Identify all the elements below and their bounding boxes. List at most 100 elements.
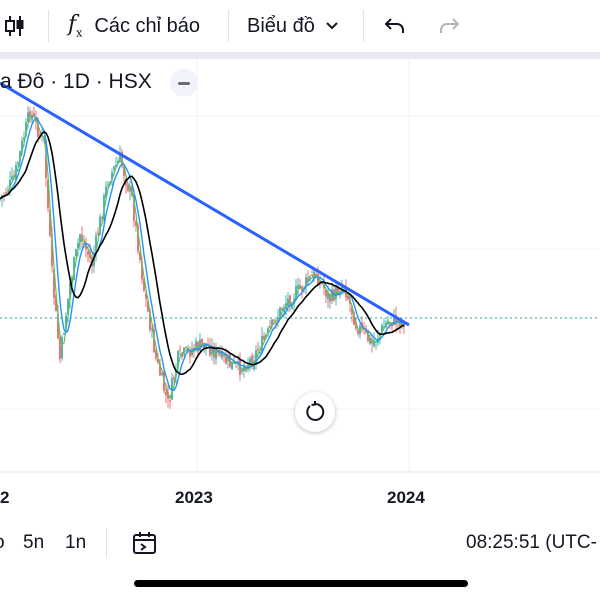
chevron-down-icon	[326, 22, 338, 30]
candle-body	[101, 216, 103, 219]
candle-body	[135, 221, 137, 226]
candle-body	[263, 335, 265, 340]
legend-collapse-button[interactable]	[170, 69, 198, 97]
redo-button[interactable]	[436, 0, 462, 52]
candle-body	[29, 111, 31, 119]
candle-body	[65, 315, 67, 332]
toolbar-separator	[0, 52, 600, 59]
candle-body	[229, 353, 231, 367]
candle-body	[57, 313, 59, 339]
candle-body	[381, 325, 383, 332]
candle-body	[119, 153, 121, 163]
symbol-legend[interactable]: a Đô · 1D · HSX	[0, 70, 152, 94]
candle-body	[83, 243, 85, 245]
candle-body	[143, 278, 145, 291]
candle-body	[133, 196, 135, 221]
candle-body	[351, 306, 353, 315]
candle-body	[231, 361, 233, 370]
candle-body	[5, 192, 7, 194]
range-1-year-button[interactable]: 1n	[65, 532, 87, 553]
candle-body	[283, 307, 285, 313]
candle-body	[353, 312, 355, 325]
candle-body	[193, 348, 195, 351]
candle-body	[205, 343, 207, 349]
candle-body	[329, 294, 331, 302]
candles-chart-style-icon[interactable]	[4, 0, 26, 52]
candle-body	[51, 233, 53, 267]
chart-type-button[interactable]: Biểu đồ	[247, 0, 339, 52]
candle-body	[239, 360, 241, 375]
candle-body	[187, 348, 189, 350]
candle-body	[327, 291, 329, 300]
candle-body	[153, 329, 155, 353]
candle-body	[137, 226, 139, 252]
time-axis-label: 2024	[387, 488, 425, 507]
candle-body	[49, 210, 51, 236]
candle-body	[355, 322, 357, 329]
candle-body	[129, 186, 131, 192]
candle-body	[259, 351, 261, 353]
candle-body	[95, 235, 97, 253]
candle-body	[271, 319, 273, 326]
candle-body	[171, 378, 173, 400]
candle-body	[99, 216, 101, 235]
redo-icon	[440, 18, 460, 33]
indicators-label: Các chỉ báo	[94, 14, 200, 37]
candle-body	[61, 337, 63, 359]
candle-body	[395, 315, 397, 325]
moving-average-blue	[0, 116, 405, 392]
candle-body	[55, 295, 57, 312]
candle-body	[151, 328, 153, 330]
candle-body	[367, 330, 369, 341]
candle-body	[195, 341, 197, 351]
candle-body	[261, 336, 263, 354]
go-to-date-button[interactable]	[132, 530, 158, 561]
home-indicator	[134, 580, 468, 587]
candle-body	[255, 350, 257, 363]
candle-body	[47, 180, 49, 209]
range-5-years-button[interactable]: 5n	[23, 532, 45, 553]
candle-body	[87, 251, 89, 255]
candle-body	[31, 114, 33, 121]
candle-body	[307, 277, 309, 283]
candle-body	[3, 194, 5, 196]
candle-body	[161, 373, 163, 376]
candle-body	[291, 304, 293, 309]
candle-body	[347, 295, 349, 300]
candle-body	[155, 350, 157, 359]
candle-body	[393, 315, 395, 325]
candle-body	[165, 391, 167, 396]
time-axis-label: 2023	[175, 488, 213, 507]
candle-body	[387, 320, 389, 324]
candle-body	[85, 244, 87, 249]
candle-body	[185, 346, 187, 348]
candle-body	[251, 355, 253, 367]
candle-body	[269, 326, 271, 328]
candle-body	[33, 113, 35, 117]
indicators-button[interactable]: fx Các chỉ báo	[68, 0, 200, 52]
candle-body	[295, 286, 297, 298]
candle-body	[371, 339, 373, 344]
candle-body	[221, 351, 223, 359]
undo-button[interactable]	[382, 0, 408, 52]
candle-body	[211, 346, 213, 355]
trendline-drawing[interactable]	[0, 81, 410, 327]
function-icon: fx	[68, 12, 83, 40]
candle-body	[27, 112, 29, 122]
range-button[interactable]: o	[0, 532, 5, 554]
clock-timezone[interactable]: 08:25:51 (UTC-	[466, 532, 597, 553]
reset-chart-button[interactable]	[295, 392, 335, 432]
candle-body	[267, 328, 269, 333]
candle-body	[0, 198, 1, 200]
candle-body	[275, 322, 277, 325]
candle-body	[11, 175, 13, 180]
moving-average-black	[0, 130, 405, 376]
price-chart[interactable]	[0, 59, 600, 510]
time-axis-label: 2	[0, 488, 10, 507]
candle-body	[357, 330, 359, 334]
candle-body	[215, 348, 217, 360]
candle-body	[177, 351, 179, 369]
candle-body	[115, 164, 117, 167]
chart-type-label: Biểu đồ	[247, 14, 315, 37]
candle-body	[149, 310, 151, 331]
